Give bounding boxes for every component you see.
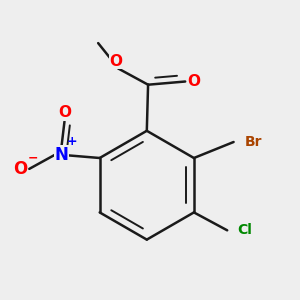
Text: −: −: [28, 152, 38, 164]
Text: N: N: [54, 146, 68, 164]
Text: O: O: [13, 160, 27, 178]
Text: O: O: [110, 53, 123, 68]
Text: Cl: Cl: [237, 223, 252, 237]
Text: O: O: [58, 105, 71, 120]
Text: O: O: [188, 74, 201, 89]
Text: +: +: [66, 136, 77, 148]
Text: Br: Br: [245, 135, 262, 149]
